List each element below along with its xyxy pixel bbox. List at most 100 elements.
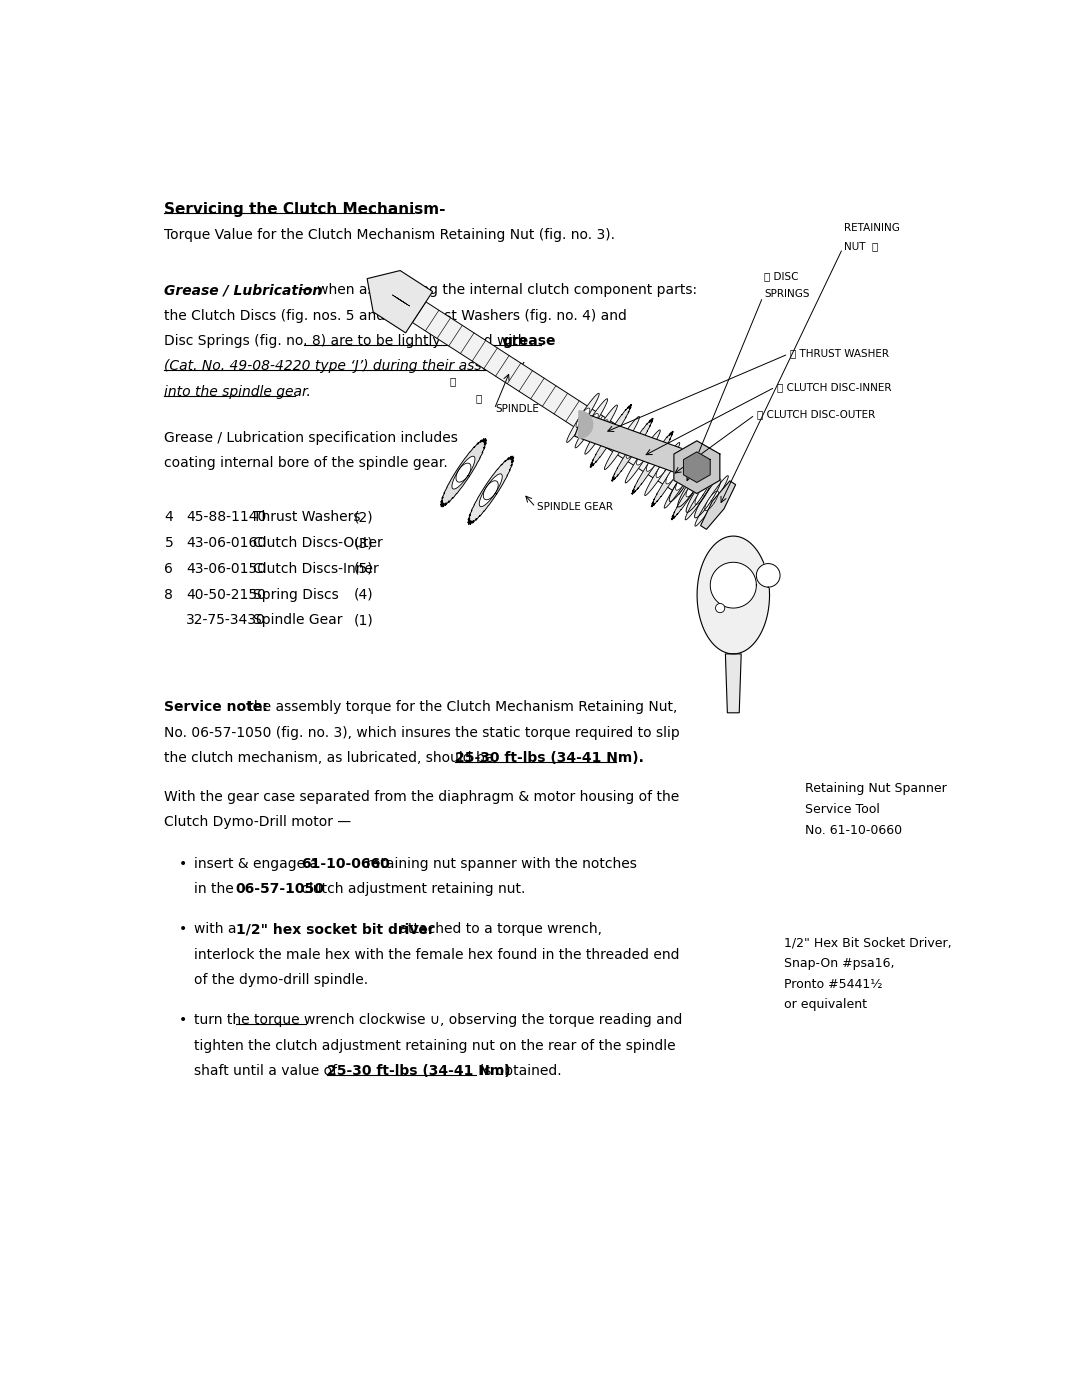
Polygon shape <box>626 441 638 458</box>
Text: Service Tool: Service Tool <box>806 803 880 816</box>
Text: into the spindle gear.: into the spindle gear. <box>164 384 311 398</box>
Text: Clutch Dymo-Drill motor —: Clutch Dymo-Drill motor — <box>164 816 352 830</box>
Text: ⓤ CLUTCH DISC-OUTER: ⓤ CLUTCH DISC-OUTER <box>757 409 875 419</box>
Text: RETAINING: RETAINING <box>845 224 900 233</box>
Polygon shape <box>711 562 756 608</box>
Text: interlock the male hex with the female hex found in the threaded end: interlock the male hex with the female h… <box>194 947 679 961</box>
Text: Service note:: Service note: <box>164 700 268 714</box>
Polygon shape <box>594 419 608 440</box>
Text: attached to a torque wrench,: attached to a torque wrench, <box>395 922 603 936</box>
Text: 61-10-0660: 61-10-0660 <box>301 856 390 870</box>
Polygon shape <box>697 536 770 654</box>
Text: of the dymo-drill spindle.: of the dymo-drill spindle. <box>194 974 368 988</box>
Text: tighten the clutch adjustment retaining nut on the rear of the spindle: tighten the clutch adjustment retaining … <box>194 1038 675 1052</box>
Polygon shape <box>685 469 718 520</box>
Polygon shape <box>579 411 593 439</box>
Text: Snap-On #psa16,: Snap-On #psa16, <box>784 957 895 970</box>
Text: or equivalent: or equivalent <box>784 999 867 1011</box>
Polygon shape <box>616 434 629 451</box>
Text: is obtained.: is obtained. <box>476 1065 562 1078</box>
Text: 1/2" hex socket bit driver: 1/2" hex socket bit driver <box>235 922 434 936</box>
Text: 06-57-1050: 06-57-1050 <box>235 882 325 897</box>
Text: SPRINGS: SPRINGS <box>765 289 810 299</box>
Text: 4: 4 <box>164 510 173 524</box>
Text: clutch adjustment retaining nut.: clutch adjustment retaining nut. <box>297 882 525 897</box>
Text: coating internal bore of the spindle gear.: coating internal bore of the spindle gea… <box>164 457 448 471</box>
Polygon shape <box>686 479 699 497</box>
Text: — when assembling the internal clutch component parts:: — when assembling the internal clutch co… <box>298 284 697 298</box>
Text: ⓥ CLUTCH DISC-INNER: ⓥ CLUTCH DISC-INNER <box>777 381 891 391</box>
Text: Torque Value for the Clutch Mechanism Retaining Nut (fig. no. 3).: Torque Value for the Clutch Mechanism Re… <box>164 228 616 242</box>
Polygon shape <box>670 462 696 502</box>
Text: Retaining Nut Spanner: Retaining Nut Spanner <box>806 782 947 795</box>
Text: Disc Springs (fig. no. 8) are to be lightly coated with: Disc Springs (fig. no. 8) are to be ligh… <box>164 334 531 348</box>
Text: 32-75-3430: 32-75-3430 <box>186 613 266 627</box>
Text: ⓣ: ⓣ <box>449 376 456 387</box>
Text: Spindle Gear: Spindle Gear <box>253 613 342 627</box>
Text: the clutch mechanism, as lubricated, should be: the clutch mechanism, as lubricated, sho… <box>164 752 498 766</box>
Text: (2): (2) <box>353 510 374 524</box>
Text: 6: 6 <box>164 562 173 576</box>
Text: ⓥ: ⓥ <box>475 393 482 404</box>
Text: Clutch Discs-Outer: Clutch Discs-Outer <box>253 536 382 550</box>
Text: with a: with a <box>194 922 241 936</box>
Polygon shape <box>664 455 699 509</box>
Polygon shape <box>480 474 502 507</box>
Polygon shape <box>756 563 780 587</box>
Text: 8: 8 <box>164 588 173 602</box>
Text: (Cat. No. 49-08-4220 type ‘J’) during their assembly: (Cat. No. 49-08-4220 type ‘J’) during th… <box>164 359 525 373</box>
Polygon shape <box>483 481 498 500</box>
Polygon shape <box>625 430 660 483</box>
Text: Spring Discs: Spring Discs <box>253 588 338 602</box>
Polygon shape <box>666 467 678 483</box>
Polygon shape <box>451 457 475 489</box>
Polygon shape <box>441 439 486 507</box>
Text: 45-88-1140: 45-88-1140 <box>186 510 267 524</box>
Text: SPINDLE GEAR: SPINDLE GEAR <box>537 502 613 513</box>
Polygon shape <box>611 418 653 482</box>
Text: 43-06-0150: 43-06-0150 <box>186 562 266 576</box>
Text: Clutch Discs-Inner: Clutch Discs-Inner <box>253 562 379 576</box>
Text: 5: 5 <box>164 536 173 550</box>
Polygon shape <box>468 455 514 524</box>
Text: in the: in the <box>194 882 238 897</box>
Polygon shape <box>632 432 673 495</box>
Polygon shape <box>605 427 617 444</box>
Polygon shape <box>646 454 659 471</box>
Polygon shape <box>367 271 433 332</box>
Polygon shape <box>590 404 632 468</box>
Polygon shape <box>456 464 471 482</box>
Text: ⓣ THRUST WASHER: ⓣ THRUST WASHER <box>789 349 889 359</box>
Text: Grease / Lubrication specification includes: Grease / Lubrication specification inclu… <box>164 432 458 446</box>
Text: Thrust Washers: Thrust Washers <box>253 510 361 524</box>
Text: •: • <box>178 1013 187 1027</box>
Polygon shape <box>567 394 599 443</box>
Circle shape <box>716 604 725 613</box>
Polygon shape <box>677 468 704 507</box>
Text: (1): (1) <box>353 613 374 627</box>
Text: 25-30 ft-lbs (34-41 Nm): 25-30 ft-lbs (34-41 Nm) <box>327 1065 511 1078</box>
Text: retaining nut spanner with the notches: retaining nut spanner with the notches <box>362 856 637 870</box>
Text: 1/2" Hex Bit Socket Driver,: 1/2" Hex Bit Socket Driver, <box>784 936 953 949</box>
Polygon shape <box>694 485 708 504</box>
Text: insert & engage a: insert & engage a <box>194 856 323 870</box>
Polygon shape <box>684 451 711 482</box>
Polygon shape <box>701 481 735 529</box>
Text: (4): (4) <box>353 588 374 602</box>
Text: grease: grease <box>502 334 556 348</box>
Text: 25-30 ft-lbs (34-41 Nm).: 25-30 ft-lbs (34-41 Nm). <box>455 752 644 766</box>
Polygon shape <box>585 405 618 454</box>
Polygon shape <box>656 461 669 478</box>
Text: •: • <box>178 856 187 870</box>
Polygon shape <box>686 474 713 513</box>
Polygon shape <box>672 457 713 520</box>
Polygon shape <box>584 414 598 433</box>
Text: No. 06-57-1050 (fig. no. 3), which insures the static torque required to slip: No. 06-57-1050 (fig. no. 3), which insur… <box>164 726 680 740</box>
Text: the assembly torque for the Clutch Mechanism Retaining Nut,: the assembly torque for the Clutch Mecha… <box>243 700 677 714</box>
Polygon shape <box>636 448 649 465</box>
Text: shaft until a value of: shaft until a value of <box>194 1065 341 1078</box>
Text: Grease / Lubrication: Grease / Lubrication <box>164 284 323 298</box>
Text: SPINDLE: SPINDLE <box>495 404 539 414</box>
Text: Pronto #5441½: Pronto #5441½ <box>784 978 883 990</box>
Polygon shape <box>645 443 679 496</box>
